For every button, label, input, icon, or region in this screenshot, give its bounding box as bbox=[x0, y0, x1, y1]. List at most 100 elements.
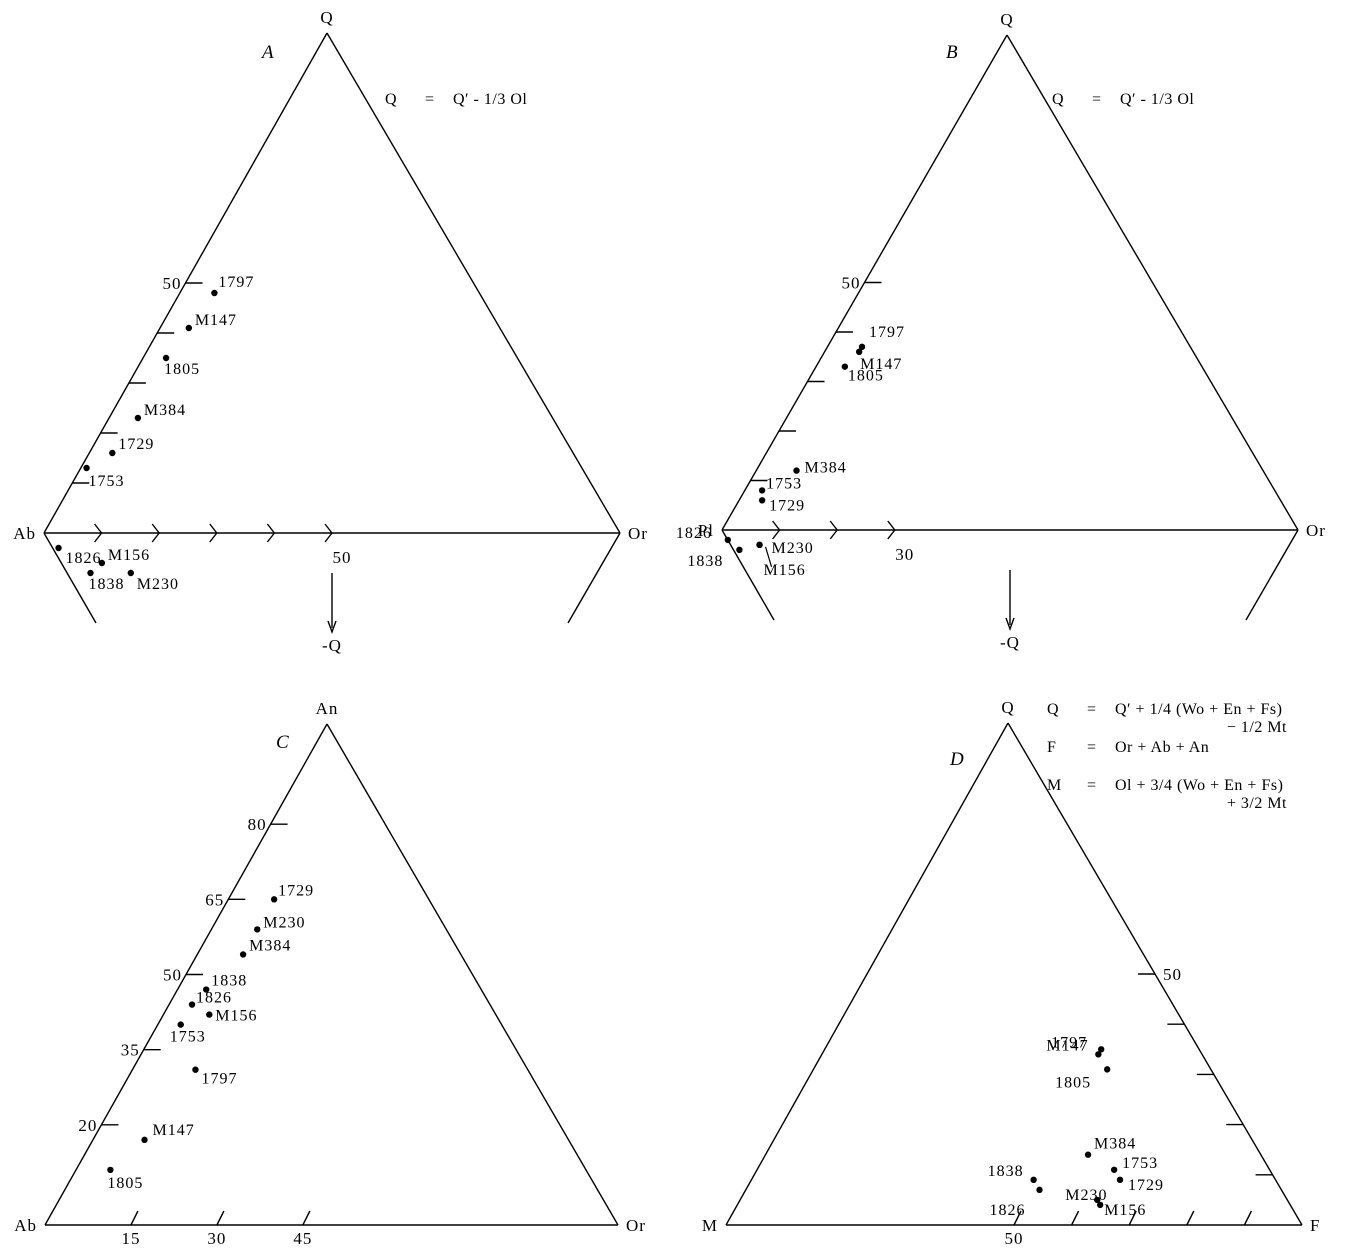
panel-a-point bbox=[55, 544, 62, 552]
panel-b-point bbox=[758, 487, 766, 494]
panel-d-formula-lhs: F bbox=[1047, 739, 1056, 756]
panel-b-point-label: M156 bbox=[764, 562, 806, 579]
panel-c-vertex-right: Or bbox=[626, 1216, 646, 1235]
panel-b-point-label: 1753 bbox=[766, 475, 802, 492]
panel-a-base-tick bbox=[94, 532, 103, 543]
panel-c-point-label: 1797 bbox=[201, 1071, 237, 1088]
panel-c-point-label: M230 bbox=[263, 914, 305, 931]
panel-c-base-tick bbox=[130, 1210, 139, 1226]
panel-d-base-tick bbox=[1128, 1210, 1137, 1226]
panel-d-base-tick bbox=[1243, 1210, 1253, 1226]
panel-d-point bbox=[1030, 1176, 1037, 1184]
panel-b-point-label: 1797 bbox=[869, 324, 905, 341]
panel-a-base-tick-label: 50 bbox=[333, 548, 352, 567]
panel-b-formula-op: = bbox=[1092, 91, 1102, 108]
panel-d-point bbox=[1103, 1066, 1111, 1073]
panel-a-point-label: M156 bbox=[108, 547, 150, 564]
panel-d-formula-lhs: Q bbox=[1047, 701, 1059, 718]
panel-b-vertex-top: Q bbox=[1000, 10, 1013, 29]
panel-b-point-label: 1729 bbox=[769, 497, 805, 514]
panel-b-point-label: M230 bbox=[772, 540, 814, 557]
panel-b-point bbox=[855, 348, 863, 355]
panel-c-side-tick-label: 35 bbox=[121, 1041, 140, 1060]
panel-a-point-label: M384 bbox=[144, 402, 186, 419]
panel-b-base-tick bbox=[772, 529, 781, 540]
panel-c-side-tick-label: 50 bbox=[163, 966, 182, 985]
panel-a-base-tick bbox=[324, 523, 333, 534]
panel-b-base-tick bbox=[887, 529, 896, 540]
panel-d-formula-continuation: + 3/2 Mt bbox=[1227, 795, 1287, 812]
panel-a-formula-rhs: Q′ - 1/3 Ol bbox=[453, 91, 527, 108]
panel-b-arrow-head bbox=[1005, 617, 1015, 632]
panel-b-side-tick-label: 50 bbox=[842, 274, 861, 293]
panel-a-base-tick bbox=[209, 532, 218, 543]
panel-d-point bbox=[1096, 1201, 1104, 1209]
panel-a-extension-left bbox=[43, 532, 97, 624]
panel-b-extension-left bbox=[721, 529, 775, 621]
panel-c-base-tick-label: 15 bbox=[121, 1229, 140, 1248]
panel-d-base-tick bbox=[1070, 1210, 1080, 1226]
panel-a-minus-q-label: -Q bbox=[322, 636, 342, 655]
panel-d-point-label: 1805 bbox=[1055, 1074, 1091, 1091]
panel-c-point bbox=[202, 986, 210, 993]
panel-d-formula-rhs: Ol + 3/4 (Wo + En + Fs) bbox=[1115, 777, 1283, 794]
panel-c-point-label: 1805 bbox=[107, 1175, 143, 1192]
panel-b-point bbox=[756, 541, 763, 549]
panel-d-point bbox=[1116, 1176, 1124, 1184]
panel-c-side-tick-label: 20 bbox=[78, 1116, 97, 1135]
panel-a-base-tick bbox=[94, 523, 103, 534]
panel-c-side-tick-label: 65 bbox=[205, 890, 224, 909]
panel-c-base-tick bbox=[216, 1210, 225, 1226]
panel-a-base-tick bbox=[151, 523, 160, 534]
panel-a-point bbox=[127, 569, 134, 577]
panel-a-point bbox=[87, 569, 94, 577]
panel-a-point-label: 1729 bbox=[118, 436, 154, 453]
panel-d-formula-lhs: M bbox=[1047, 777, 1062, 794]
panel-b-leader-line bbox=[764, 546, 773, 568]
panel-c-vertex-left: Ab bbox=[14, 1216, 37, 1235]
panel-a-formula-lhs: Q bbox=[385, 91, 397, 108]
panel-a-point-label: M147 bbox=[195, 312, 237, 329]
panel-d-formula-rhs: Q′ + 1/4 (Wo + En + Fs) bbox=[1115, 701, 1282, 718]
panel-d-point-label: M384 bbox=[1094, 1136, 1136, 1153]
panel-d-point-label: 1838 bbox=[988, 1163, 1024, 1180]
panel-c-point-label: 1838 bbox=[211, 973, 247, 990]
panel-c-point bbox=[270, 896, 278, 903]
panel-b-point-label: 1838 bbox=[687, 553, 723, 570]
panel-d-vertex-left: M bbox=[702, 1216, 718, 1235]
panel-b-vertex-right: Or bbox=[1306, 521, 1326, 540]
panel-d-point-label: 1753 bbox=[1122, 1155, 1158, 1172]
panel-b-base-tick-label: 30 bbox=[895, 545, 914, 564]
panel-a-arrow-head bbox=[327, 620, 337, 635]
panel-d-point bbox=[1094, 1196, 1101, 1204]
panel-c-point bbox=[141, 1136, 148, 1144]
panel-d-base-tick bbox=[1013, 1210, 1022, 1226]
panel-d-point bbox=[1036, 1186, 1043, 1194]
panel-a-point-label: M230 bbox=[137, 576, 179, 593]
panel-a-base-tick bbox=[324, 532, 333, 543]
panel-a-point-label: 1826 bbox=[66, 550, 102, 567]
panel-b-formula-lhs: Q bbox=[1052, 91, 1064, 108]
panel-a-base-tick bbox=[266, 523, 275, 534]
panel-c-point-label: M384 bbox=[249, 937, 291, 954]
panel-d-point bbox=[1097, 1046, 1105, 1053]
panel-c-point-label: 1729 bbox=[278, 882, 314, 899]
panel-c-point bbox=[177, 1021, 184, 1028]
panel-b-base-tick bbox=[772, 520, 781, 531]
panel-a-point bbox=[98, 559, 106, 567]
panel-b-point bbox=[858, 343, 866, 351]
panel-d-point-label: M147 bbox=[1046, 1037, 1088, 1054]
panel-d-side-tick-label: 50 bbox=[1163, 965, 1182, 984]
panel-b-base-tick bbox=[829, 529, 838, 540]
panel-b-vertex-left: Pl bbox=[698, 521, 714, 540]
panel-a-vertex-top: Q bbox=[320, 8, 333, 27]
panel-c-point-label: M147 bbox=[153, 1122, 195, 1139]
panel-a-point bbox=[83, 464, 90, 472]
panel-b-point-label: M147 bbox=[860, 356, 902, 373]
panel-b-extension-right bbox=[1245, 529, 1299, 621]
panel-d-formula-op: = bbox=[1087, 701, 1097, 718]
panel-c-point bbox=[107, 1166, 114, 1174]
panel-c-point-label: 1826 bbox=[196, 990, 232, 1007]
panel-b-point-label: 1805 bbox=[848, 368, 884, 385]
panel-c-point bbox=[254, 926, 261, 933]
